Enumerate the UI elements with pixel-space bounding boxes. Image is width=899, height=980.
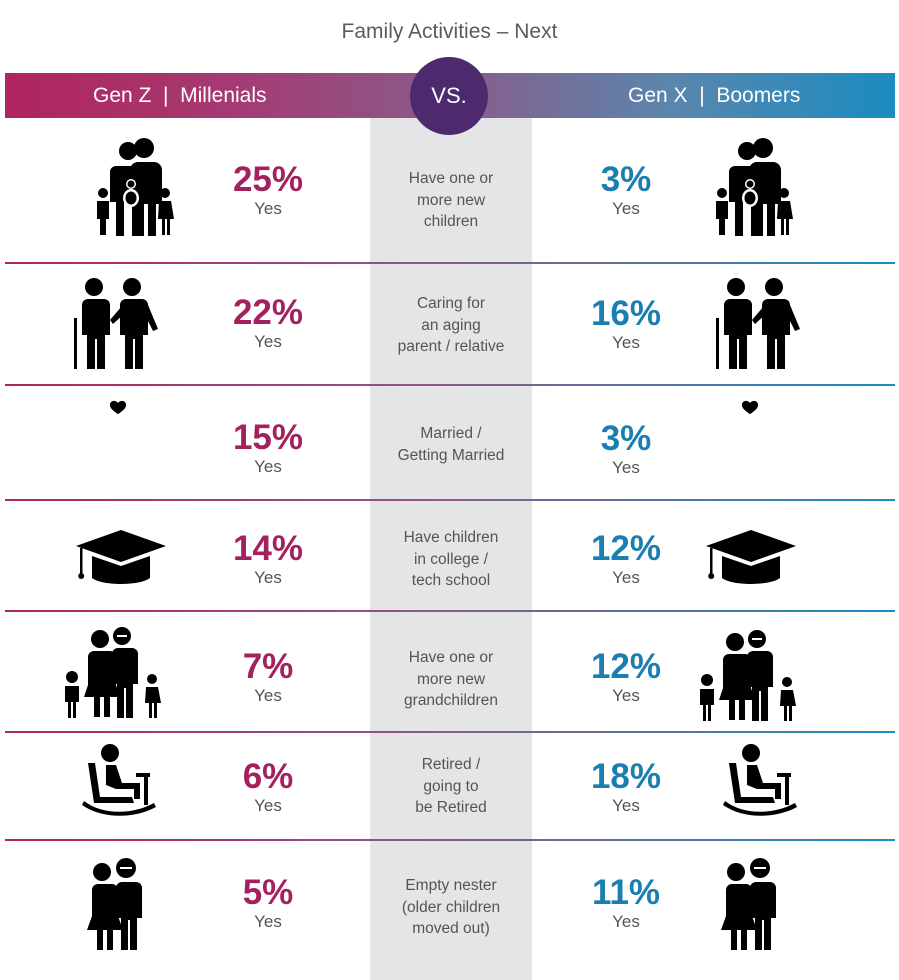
row-description: Empty nester (older children moved out) <box>401 877 501 937</box>
caregiver-elder-icon <box>714 278 804 370</box>
right-percent: 3% <box>600 160 652 199</box>
row-description: Have one or more new grandchildren <box>404 649 498 709</box>
right-percent: 3% <box>600 419 652 458</box>
caregiver-elder-icon <box>72 278 162 370</box>
left-percent: 7% <box>242 647 294 686</box>
right-yes-label: Yes <box>612 796 640 815</box>
left-percent: 14% <box>232 529 304 568</box>
family-with-baby-icon <box>713 138 793 238</box>
wedding-rings-icon <box>705 399 795 479</box>
elderly-couple-icon <box>714 858 784 950</box>
grandparents-grandchildren-icon <box>697 630 797 722</box>
right-yes-label: Yes <box>612 912 640 931</box>
row-description: Caring for an aging parent / relative <box>397 295 505 355</box>
row-divider <box>5 499 895 501</box>
wedding-rings-icon <box>73 399 163 479</box>
right-yes-label: Yes <box>612 686 640 705</box>
left-percent: 22% <box>232 293 304 332</box>
row-description: Have children in college / tech school <box>403 529 499 589</box>
rocking-chair-icon <box>78 743 158 823</box>
family-with-baby-icon <box>94 138 174 238</box>
left-percent: 5% <box>242 873 294 912</box>
row-divider <box>5 839 895 841</box>
left-yes-label: Yes <box>254 796 282 815</box>
page-title: Family Activities – Next <box>341 20 558 43</box>
right-group-label: Gen X | Boomers <box>628 84 801 107</box>
vs-badge: VS. <box>410 57 488 135</box>
row-description: Retired / going to be Retired <box>415 756 487 816</box>
right-yes-label: Yes <box>612 333 640 352</box>
left-percent: 15% <box>232 418 304 457</box>
right-percent: 12% <box>590 529 662 568</box>
row-divider <box>5 262 895 264</box>
row-description: Have one or more new children <box>408 170 494 230</box>
left-yes-label: Yes <box>254 457 282 476</box>
right-yes-label: Yes <box>612 458 640 477</box>
left-percent: 6% <box>242 757 294 796</box>
graduation-cap-icon <box>706 528 796 588</box>
row-divider <box>5 731 895 733</box>
elderly-couple-icon <box>80 858 150 950</box>
left-yes-label: Yes <box>254 686 282 705</box>
graduation-cap-icon <box>76 528 166 588</box>
row-description: Married / Getting Married <box>397 425 505 464</box>
left-yes-label: Yes <box>254 332 282 351</box>
right-percent: 16% <box>590 294 662 333</box>
center-column <box>370 118 532 980</box>
right-percent: 11% <box>591 873 661 912</box>
left-yes-label: Yes <box>254 568 282 587</box>
left-yes-label: Yes <box>254 199 282 218</box>
left-yes-label: Yes <box>254 912 282 931</box>
left-group-label: Gen Z | Millenials <box>93 84 267 107</box>
row-divider <box>5 384 895 386</box>
right-yes-label: Yes <box>612 199 640 218</box>
left-percent: 25% <box>232 160 304 199</box>
right-yes-label: Yes <box>612 568 640 587</box>
rocking-chair-icon <box>719 743 799 823</box>
right-percent: 12% <box>590 647 662 686</box>
row-divider <box>5 610 895 612</box>
right-percent: 18% <box>590 757 662 796</box>
grandparents-grandchildren-icon <box>62 627 162 719</box>
